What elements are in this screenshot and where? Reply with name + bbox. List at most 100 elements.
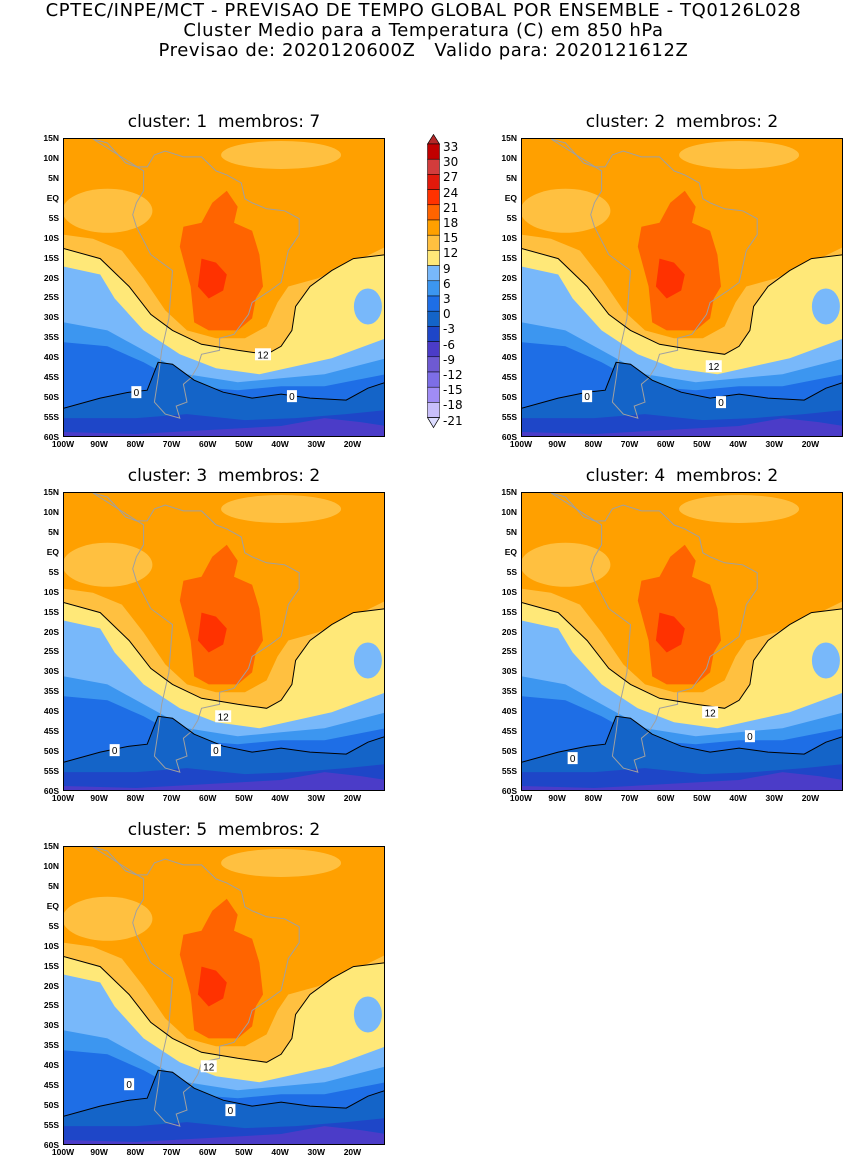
lat-tick-label: 15N [43, 133, 59, 143]
lat-tick-label: 10N [43, 506, 59, 517]
band-12-15-north [221, 494, 342, 523]
lat-tick-label: 55S [43, 1120, 59, 1131]
lat-tick-label: 40S [43, 352, 59, 363]
svg-text:12: 12 [203, 1062, 215, 1073]
band-m9-m6 [522, 418, 842, 436]
band-12-15-pacific [522, 542, 611, 587]
lat-tick-label: EQ [46, 546, 59, 557]
lat-tick-label: 5N [48, 526, 59, 537]
lon-tick-label: 30W [765, 439, 783, 449]
panel-title: cluster: 3 membros: 2 [127, 466, 321, 486]
lat-tick-label: 40S [43, 706, 59, 717]
colorbar-swatch [427, 280, 440, 297]
lat-tick-label: 50S [43, 746, 59, 757]
lat-tick-label: 15S [43, 606, 59, 617]
coastline [92, 847, 300, 1127]
lon-tick-label: 70W [162, 439, 181, 449]
lat-tick-label: 25S [43, 646, 59, 657]
band-21-24 [655, 258, 685, 299]
lon-tick-label: 60W [198, 1147, 217, 1157]
colorbar-swatch [427, 402, 440, 418]
colorbar-swatch [427, 265, 440, 282]
lat-tick-label: 15S [43, 252, 59, 263]
band-18-21 [637, 190, 721, 331]
lon-tick-label: 70W [620, 439, 639, 449]
lon-tick-label: 20W [343, 793, 362, 803]
lon-tick-label: 80W [126, 793, 145, 803]
lat-tick-label: 10S [43, 232, 59, 243]
panel-title: cluster: 2 membros: 2 [585, 112, 779, 132]
lat-tick-label: 50S [43, 1100, 59, 1111]
band-21-24 [197, 258, 227, 299]
lat-tick-label: 30S [501, 312, 517, 323]
lat-tick-label: 5S [48, 212, 59, 223]
contour-12 [64, 956, 384, 1063]
contour-label: 0 [744, 730, 755, 743]
lat-tick-label: 45S [43, 726, 59, 737]
colorbar-level-label: 24 [443, 185, 459, 200]
lon-tick-label: 90W [90, 1147, 108, 1157]
band-12-15-north [679, 494, 800, 523]
lat-tick-label: 35S [43, 1040, 59, 1051]
contour-label: 0 [582, 390, 593, 403]
lat-tick-label: 15S [501, 606, 517, 617]
contour-label: 12 [705, 360, 722, 373]
temperature-map: 12 0 0 [63, 492, 385, 791]
map-panel-cluster-5: cluster: 5 membros: 2 12 0 0 15N 10N 5N EQ 5S 10S… [43, 820, 385, 1157]
colorbar-swatch [427, 371, 440, 388]
lon-tick-label: 60W [198, 793, 217, 803]
contour-label: 12 [254, 348, 271, 361]
lat-tick-label: 55S [501, 766, 517, 777]
colorbar-level-label: -3 [443, 322, 455, 337]
colorbar-swatch [427, 158, 440, 175]
colorbar-arrow-bottom [427, 417, 441, 429]
svg-text:0: 0 [570, 754, 576, 765]
contour-label: 0 [225, 1104, 236, 1117]
lat-tick-label: 20S [43, 980, 59, 991]
lat-tick-label: 5N [506, 526, 517, 537]
coastline [550, 493, 758, 773]
band-m9-m6 [64, 418, 384, 436]
lon-tick-label: 30W [765, 793, 783, 803]
colorbar-level-label: 18 [443, 216, 459, 230]
lon-tick-label: 80W [126, 1147, 145, 1157]
lat-tick-label: 5S [48, 920, 59, 931]
lat-tick-label: 5S [48, 566, 59, 577]
lat-tick-label: 45S [501, 372, 517, 383]
colorbar-swatch [427, 204, 440, 221]
lat-tick-label: 60S [43, 786, 59, 796]
contour-label: 12 [702, 706, 719, 719]
lat-tick-label: 35S [43, 332, 59, 343]
header-line-3: Previsao de: 2020120600Z Valido para: 20… [158, 40, 689, 61]
colorbar-level-label: 15 [443, 231, 459, 246]
lon-tick-label: 100W [51, 439, 75, 449]
lat-tick-label: 35S [501, 332, 517, 343]
band-18-21 [179, 544, 263, 685]
lon-tick-label: 30W [307, 1147, 325, 1157]
panel-title: cluster: 1 membros: 7 [127, 112, 321, 132]
band-21-24 [197, 612, 227, 653]
contour-label: 0 [131, 386, 142, 399]
lon-tick-label: 70W [162, 793, 181, 803]
coastline [92, 139, 300, 419]
lon-tick-label: 50W [235, 793, 253, 803]
header-line-2: Cluster Medio para a Temperatura (C) em … [183, 20, 664, 41]
band-12-15-pacific [64, 542, 153, 587]
map-panel-cluster-2: cluster: 2 membros: 2 12 0 0 15N 10N 5N EQ 5S 10S… [501, 112, 843, 449]
lat-tick-label: 60S [43, 1140, 59, 1150]
lat-tick-label: EQ [46, 192, 59, 203]
map-panel-cluster-4: cluster: 4 membros: 2 12 0 0 15N 10N 5N EQ 5S 10S… [501, 466, 843, 803]
lat-tick-label: 55S [43, 412, 59, 423]
contour-label: 0 [210, 744, 221, 757]
lon-tick-label: 20W [343, 439, 362, 449]
colorbar-swatch [427, 250, 440, 266]
colorbar-level-label: -12 [443, 368, 463, 382]
lat-tick-label: 15N [501, 133, 517, 143]
contour-12 [64, 602, 384, 709]
contour-label: 0 [286, 390, 297, 403]
lon-tick-label: 30W [307, 439, 325, 449]
lat-tick-label: 50S [501, 746, 517, 757]
lat-tick-label: 20S [43, 272, 59, 283]
contour-12 [522, 602, 842, 709]
colorbar-level-label: 9 [443, 261, 451, 276]
